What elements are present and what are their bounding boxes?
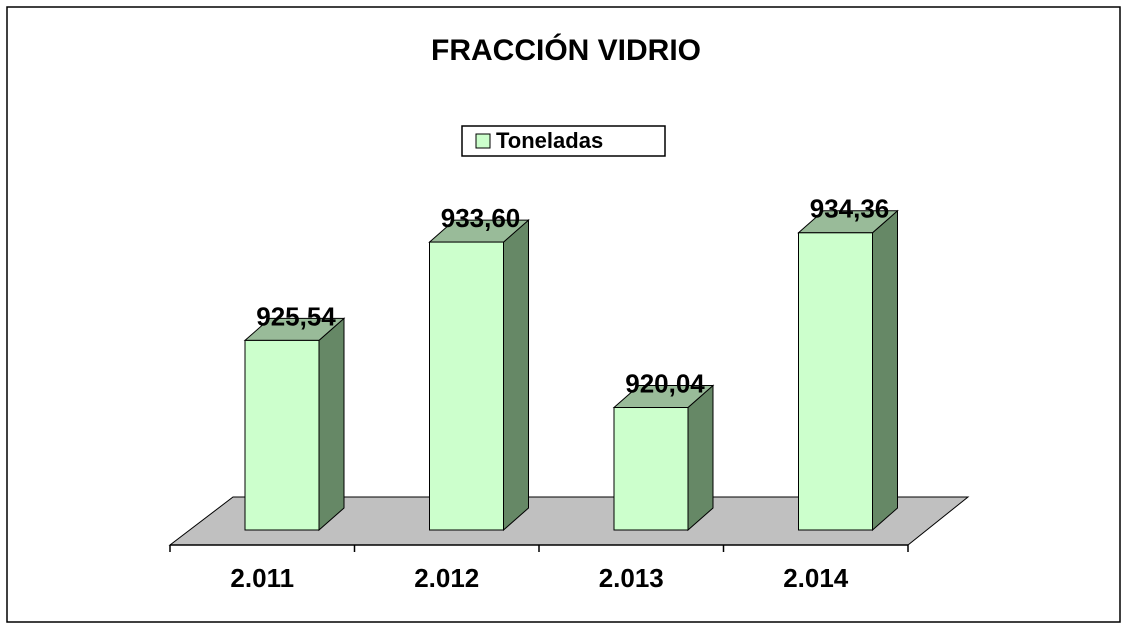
data-label: 933,60 [441, 203, 521, 233]
bar-side [318, 317, 345, 532]
x-tick-label: 2.011 [230, 563, 294, 593]
data-label: 934,36 [810, 194, 890, 224]
bar-side [872, 209, 898, 532]
legend-label: Toneladas [496, 128, 603, 153]
bar [613, 407, 689, 531]
legend-swatch [475, 133, 491, 149]
bar [244, 339, 320, 531]
bar-side [503, 218, 529, 532]
bar [429, 241, 504, 531]
x-tick-label: 2.013 [599, 563, 664, 593]
data-label: 925,54 [256, 301, 336, 331]
bar [798, 232, 873, 531]
x-tick-label: 2.014 [783, 563, 849, 593]
bar-side [687, 384, 714, 532]
data-label: 920,04 [625, 368, 705, 398]
chart-title: FRACCIÓN VIDRIO [431, 33, 701, 67]
legend-box [461, 125, 666, 157]
x-tick-label: 2.012 [414, 563, 479, 593]
